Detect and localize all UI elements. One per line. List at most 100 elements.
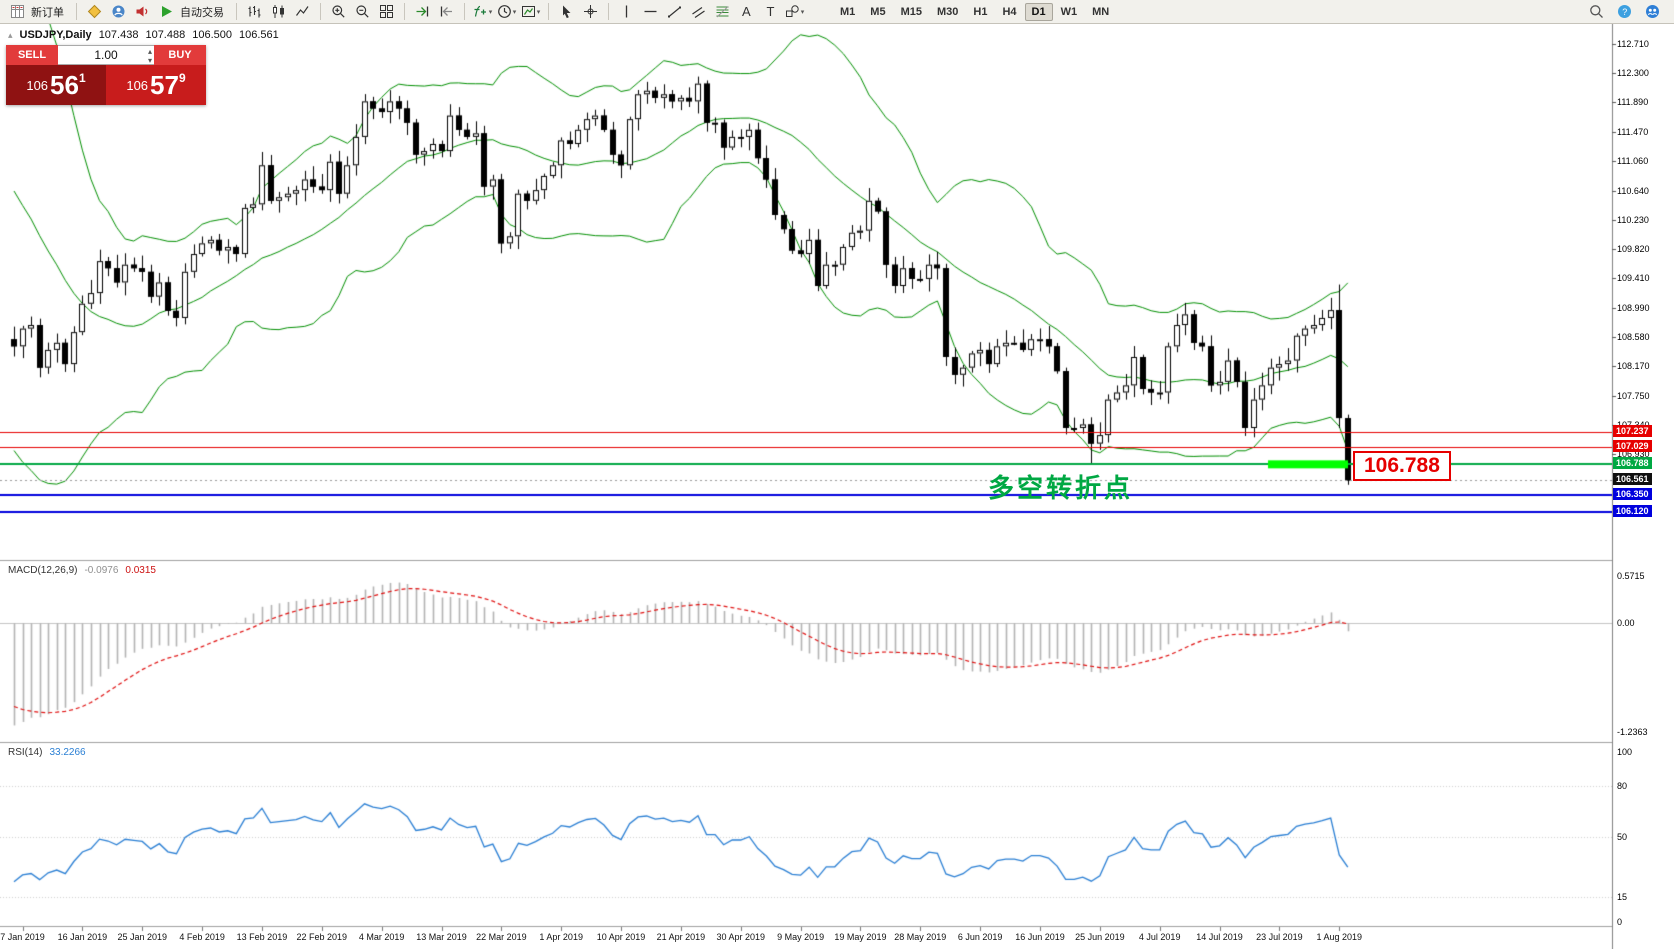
timeframe-h4-button[interactable]: H4	[1002, 5, 1017, 18]
price-axis-label: 111.060	[1617, 156, 1649, 167]
toolbar-separator	[76, 3, 77, 20]
channel-button[interactable]	[687, 2, 710, 22]
sell-price-button[interactable]: 106 56 1	[6, 65, 106, 105]
zoom-in-button[interactable]	[327, 2, 350, 22]
hline-icon	[643, 4, 658, 19]
trendline-button[interactable]	[663, 2, 686, 22]
cursor-icon	[559, 4, 574, 19]
sell-price-base: 106	[26, 77, 49, 93]
rsi-value: 33.2266	[49, 747, 86, 758]
fibo-button[interactable]	[711, 2, 734, 22]
alert-icon	[135, 4, 150, 19]
bars-button[interactable]	[243, 2, 266, 22]
zoom-out-icon	[355, 4, 370, 19]
community-icon	[1645, 4, 1660, 19]
svg-text:A: A	[742, 4, 751, 19]
volume-value: 1.00	[94, 48, 118, 62]
indicators-button[interactable]: ▾	[471, 2, 494, 22]
text-a-button[interactable]: A	[735, 2, 758, 22]
chart-shift-icon	[439, 4, 454, 19]
date-label: 25 Jun 2019	[1075, 932, 1125, 942]
sell-button[interactable]: SELL	[6, 45, 58, 65]
buy-price-button[interactable]: 106 57 9	[106, 65, 206, 105]
template-button[interactable]: ▾	[519, 2, 542, 22]
date-label: 4 Jul 2019	[1138, 932, 1181, 942]
date-label: 4 Mar 2019	[358, 932, 405, 942]
timeframe-h1-button[interactable]: H1	[973, 5, 988, 18]
profile-button[interactable]	[107, 2, 130, 22]
level-price-label[interactable]: 106.788	[1353, 451, 1451, 481]
price-axis-label: 109.410	[1617, 273, 1650, 284]
price-axis-label: 112.300	[1617, 67, 1649, 78]
clock-button[interactable]: ▾	[495, 2, 518, 22]
text-t-button[interactable]: T	[759, 2, 782, 22]
linechart-icon	[295, 4, 310, 19]
turning-point-annotation[interactable]: 多空转折点	[988, 473, 1134, 503]
current-price-badge: 106.561	[1613, 473, 1652, 486]
auto-scroll-icon	[415, 4, 430, 19]
price-axis-label: 110.640	[1617, 185, 1649, 196]
volume-decrease-button[interactable]: ▾	[147, 56, 152, 65]
macd-main-value: -0.0976	[84, 565, 119, 576]
channel-icon	[691, 4, 706, 19]
chart-shift-button[interactable]	[435, 2, 458, 22]
new-order-label: 新订单	[31, 6, 64, 19]
timeframe-m1-button[interactable]: M1	[840, 5, 856, 18]
volume-increase-button[interactable]: ▴	[147, 47, 152, 56]
rsi-scale-label: 0	[1617, 917, 1623, 927]
new-order-button[interactable]	[6, 2, 29, 22]
timeframe-m15-button[interactable]: M15	[900, 5, 922, 18]
date-label: 4 Feb 2019	[179, 932, 225, 942]
date-label: 30 Apr 2019	[716, 932, 766, 942]
date-label: 14 Jul 2019	[1196, 932, 1243, 942]
vline-icon	[619, 4, 634, 19]
tile-button[interactable]	[375, 2, 398, 22]
price-axis-label: 106.930	[1617, 449, 1650, 460]
autotrading-label: 自动交易	[180, 6, 224, 19]
hline-button[interactable]	[639, 2, 662, 22]
price-axis-label: 111.470	[1617, 126, 1649, 137]
svg-text:?: ?	[1622, 7, 1627, 17]
price-axis[interactable]: 112.710 112.300 111.890 111.470 111.060 110.6…	[1612, 24, 1674, 949]
date-label: 16 Jan 2019	[57, 932, 108, 942]
wizard-button[interactable]	[83, 2, 106, 22]
vline-button[interactable]	[615, 2, 638, 22]
cursor-button[interactable]	[555, 2, 578, 22]
alert-button[interactable]	[131, 2, 154, 22]
candles-button[interactable]	[267, 2, 290, 22]
date-label: 1 Apr 2019	[539, 932, 583, 942]
timeframe-w1-button[interactable]: W1	[1060, 5, 1078, 18]
community-button[interactable]	[1641, 2, 1664, 22]
autotrading-button[interactable]	[155, 2, 178, 22]
svg-text:T: T	[767, 4, 775, 19]
volume-field[interactable]: 1.00 ▴ ▾	[58, 45, 154, 65]
timeframe-m5-button[interactable]: M5	[870, 5, 886, 18]
time-axis[interactable]: 7 Jan 2019 16 Jan 2019 25 Jan 2019 4 Feb 20…	[0, 928, 1612, 949]
rsi-scale-label: 15	[1617, 891, 1628, 902]
help-icon: ?	[1617, 4, 1632, 19]
linechart-button[interactable]	[291, 2, 314, 22]
search-icon	[1589, 4, 1604, 19]
buy-price-pips: 57	[150, 69, 179, 100]
search-button[interactable]	[1585, 2, 1608, 22]
price-line-badge: 106.788	[1613, 457, 1652, 470]
chart-collapse-icon[interactable]: ▴	[8, 29, 13, 40]
chevron-down-icon: ▾	[536, 8, 541, 16]
shapes-button[interactable]: ▾	[783, 2, 806, 22]
candles-icon	[271, 4, 286, 19]
buy-button[interactable]: BUY	[154, 45, 206, 65]
crosshair-button[interactable]	[579, 2, 602, 22]
auto-scroll-button[interactable]	[411, 2, 434, 22]
timeframe-m30-button[interactable]: M30	[936, 5, 959, 18]
price-axis-label: 107.340	[1617, 420, 1650, 430]
timeframe-d1-button[interactable]: D1	[1024, 2, 1053, 21]
shapes-icon	[785, 4, 800, 19]
indicators-icon	[473, 4, 488, 19]
rsi-scale-label: 100	[1617, 747, 1633, 757]
timeframe-mn-button[interactable]: MN	[1092, 5, 1110, 18]
date-label: 22 Feb 2019	[296, 932, 348, 942]
zoom-out-button[interactable]	[351, 2, 374, 22]
help-button[interactable]: ?	[1613, 2, 1636, 22]
ohlc-close: 106.561	[238, 29, 279, 41]
price-axis-label: 112.710	[1617, 38, 1649, 49]
